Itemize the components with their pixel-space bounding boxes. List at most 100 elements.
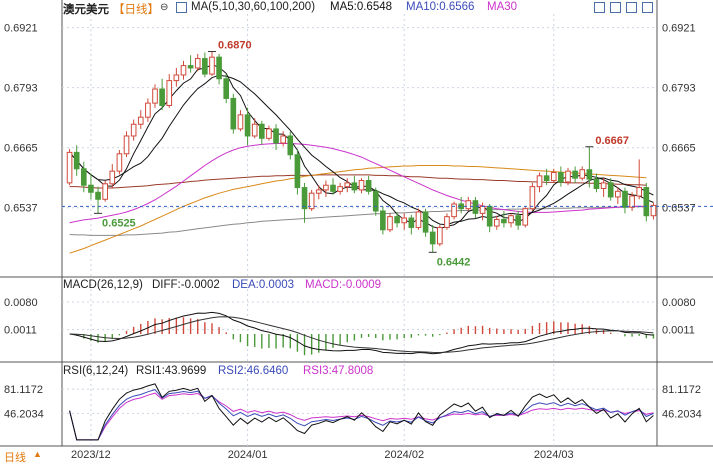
- candle-body: [515, 215, 521, 226]
- ma-settings-icon[interactable]: [176, 2, 187, 13]
- candle-body: [408, 217, 415, 228]
- candle-body: [251, 123, 258, 137]
- macd-tick-label-left: 0.0080: [4, 297, 38, 309]
- candle-body: [394, 216, 400, 224]
- rsi1-line: [69, 383, 654, 441]
- candle-body: [102, 183, 108, 200]
- candle-body: [351, 182, 358, 191]
- candle-body: [330, 184, 336, 192]
- candle-body: [593, 178, 600, 190]
- price-tick-label-right: 0.6665: [662, 143, 696, 155]
- candle-body: [173, 74, 180, 82]
- candle-body: [437, 226, 443, 245]
- candle-body: [280, 135, 286, 144]
- rsi2-line: [69, 389, 654, 441]
- date-tick-label: 2024/02: [384, 449, 424, 461]
- candle-body: [401, 217, 408, 224]
- price-tick-label-left: 0.6537: [4, 203, 38, 215]
- candle-body: [429, 231, 436, 245]
- rsi-tick-label-left: 46.2034: [4, 408, 44, 420]
- candle-body: [323, 184, 329, 191]
- zoom-in-icon[interactable]: [626, 2, 637, 13]
- candle-body: [493, 218, 500, 227]
- candle-body: [230, 97, 237, 130]
- candle-body: [422, 211, 429, 233]
- ma100-line: [69, 174, 647, 189]
- candle-body: [522, 208, 529, 226]
- price-tick-label-left: 0.6921: [4, 23, 38, 35]
- candle-body: [287, 135, 294, 156]
- candle-body: [579, 169, 586, 179]
- ma5-value: MA5:0.6548: [330, 1, 393, 13]
- macd-diff: DIFF:-0.0002: [152, 279, 220, 291]
- candle-body: [543, 175, 550, 182]
- candle-body: [159, 88, 165, 106]
- date-tick-label: 2023/12: [71, 449, 111, 461]
- footer-dropdown-icon[interactable]: ▲: [33, 449, 42, 459]
- candle-body: [294, 154, 301, 189]
- candle-body: [415, 211, 422, 228]
- candle-body: [80, 168, 87, 186]
- zoom-out-icon[interactable]: [610, 2, 621, 13]
- macd-tick-label-left: 0.0011: [4, 325, 37, 337]
- candle-body: [365, 180, 372, 192]
- candle-body: [244, 114, 251, 137]
- price-tick-label-right: 0.6537: [662, 203, 696, 215]
- candle-body: [116, 153, 123, 172]
- ma60-line: [69, 165, 647, 254]
- rsi3-line: [69, 392, 654, 441]
- candle-body: [145, 102, 151, 118]
- period-label[interactable]: 【日线】: [113, 4, 159, 16]
- candle-body: [237, 114, 244, 130]
- candle-body: [472, 200, 479, 214]
- candle-body: [166, 80, 173, 106]
- footer-period-label[interactable]: 日线: [4, 452, 26, 464]
- candle-body: [600, 182, 607, 190]
- candle-body: [315, 189, 322, 194]
- candle-body: [216, 56, 222, 80]
- candle-body: [486, 205, 493, 227]
- candle-body: [501, 218, 507, 224]
- candle-body: [372, 190, 379, 212]
- candle-body: [137, 116, 144, 125]
- ma30-value: MA30: [487, 1, 518, 13]
- rsi1-value: RSI1:43.9699: [136, 365, 207, 377]
- ma10-value: MA10:0.6566: [406, 1, 475, 13]
- macd-value: MACD:-0.0009: [305, 279, 382, 291]
- candle-body: [152, 88, 158, 104]
- macd-tick-label-right: 0.0080: [662, 297, 696, 309]
- crosshair-icon[interactable]: [594, 2, 605, 13]
- candle-body: [209, 56, 215, 75]
- price-tick-label-left: 0.6793: [4, 83, 38, 95]
- rsi3-value: RSI3:47.8008: [303, 365, 374, 377]
- rsi-tick-label-right: 81.1172: [662, 384, 701, 396]
- candle-body: [550, 172, 557, 182]
- candle-body: [223, 78, 230, 99]
- macd-dea: DEA:0.0003: [232, 279, 295, 291]
- candle-body: [479, 205, 486, 214]
- date-tick-label: 2024/01: [228, 449, 268, 461]
- price-tick-label-left: 0.6665: [4, 143, 38, 155]
- candle-body: [586, 169, 593, 180]
- candle-body: [337, 186, 343, 192]
- rsi2-value: RSI2:46.6460: [218, 365, 289, 377]
- candle-body: [123, 135, 130, 155]
- rsi-tick-label-right: 46.2034: [662, 408, 702, 420]
- candle-body: [650, 204, 657, 217]
- candle-body: [202, 58, 208, 75]
- candle-body: [109, 170, 116, 185]
- fullscreen-icon[interactable]: [642, 2, 653, 13]
- extreme-price-label: 0.6870: [218, 40, 252, 52]
- candle-body: [629, 195, 635, 208]
- macd-diff-line: [69, 311, 654, 355]
- rsi-tick-label-left: 81.1172: [4, 384, 43, 396]
- candle-body: [636, 187, 643, 197]
- candle-body: [187, 65, 194, 69]
- ma-dropdown-icon[interactable]: ⊖: [160, 2, 169, 13]
- candle-body: [615, 190, 621, 198]
- ma30-line: [69, 143, 647, 224]
- extreme-price-label: 0.6442: [437, 256, 471, 268]
- candle-body: [308, 192, 315, 210]
- candle-body: [73, 151, 80, 170]
